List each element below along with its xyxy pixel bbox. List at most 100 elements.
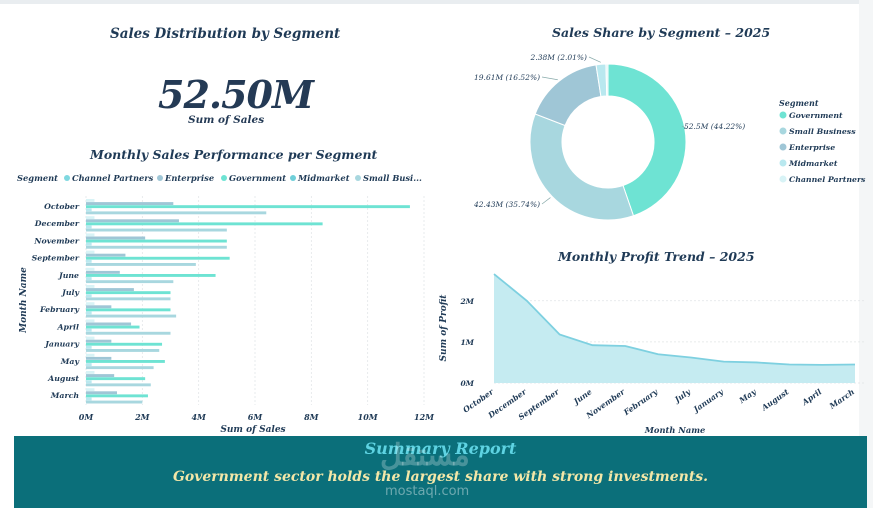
x-tick-label: 0M [79, 412, 95, 422]
legend-title: Segment [17, 173, 58, 183]
bar [86, 377, 146, 381]
bar [86, 239, 227, 243]
x-axis-label: Month Name [644, 425, 706, 435]
bar [86, 225, 92, 229]
sales-share-title: Sales Share by Segment – 2025 [552, 25, 771, 40]
y-tick-label: March [50, 391, 79, 400]
bar [86, 336, 95, 340]
legend-marker [64, 175, 70, 181]
bar [86, 302, 95, 306]
y-tick-label: 2M [459, 297, 474, 306]
bar [86, 253, 126, 257]
legend-label: Channel Partners [72, 173, 154, 183]
y-axis-label: Sum of Profit [439, 294, 449, 362]
x-tick-label: May [737, 387, 758, 406]
summary-panel: Summary Report Government sector holds t… [14, 436, 867, 508]
bar [86, 216, 95, 220]
slice-data-label: 2.38M (2.01%) [530, 53, 588, 62]
x-tick-label: 10M [358, 412, 379, 422]
bar [86, 245, 227, 249]
bar [86, 360, 165, 363]
bar [86, 374, 115, 377]
bar [86, 236, 146, 240]
profit-trend-title: Monthly Profit Trend – 2025 [558, 249, 755, 264]
bar [86, 305, 112, 309]
legend-label: Midmarket [788, 159, 838, 168]
y-tick-label: June [57, 271, 79, 280]
legend-marker [221, 175, 227, 181]
bar [86, 274, 216, 277]
bar [86, 208, 92, 212]
x-tick-label: August [759, 387, 791, 413]
x-tick-label: 2M [134, 412, 151, 422]
y-tick-label: February [39, 305, 79, 314]
monthly-sales-title: Monthly Sales Performance per Segment [90, 147, 378, 162]
summary-title: Summary Report [364, 439, 517, 458]
x-tick-label: June [570, 387, 593, 407]
legend-marker [779, 143, 787, 151]
bar [86, 242, 92, 246]
bar [86, 205, 410, 209]
y-tick-label: May [60, 357, 80, 366]
bar [86, 280, 174, 284]
y-tick-label: April [56, 322, 79, 331]
y-tick-label: November [33, 236, 79, 245]
x-axis-label: Sum of Sales [220, 425, 285, 435]
area-fill [494, 274, 855, 383]
bar [86, 339, 112, 343]
bar [86, 270, 120, 274]
bar [86, 277, 92, 280]
legend-marker [779, 175, 787, 183]
bar [86, 314, 177, 318]
bar [86, 342, 163, 346]
bar [86, 325, 140, 329]
top-border [0, 0, 873, 4]
bar [86, 291, 171, 295]
bar [86, 388, 95, 392]
slice-leader-line [541, 76, 558, 81]
legend-marker [779, 111, 787, 119]
bar [86, 288, 134, 291]
y-tick-label: September [32, 254, 80, 263]
y-tick-label: 1M [460, 338, 474, 347]
bar [86, 267, 95, 271]
y-tick-label: 0M [460, 379, 474, 388]
legend-marker [157, 175, 163, 181]
bar [86, 400, 143, 404]
bar [86, 311, 92, 315]
bar [86, 383, 151, 387]
bar [86, 319, 95, 323]
legend-label: Enterprise [788, 143, 835, 152]
legend-label: Channel Partners [789, 175, 866, 184]
bar [86, 345, 92, 349]
y-tick-label: July [60, 288, 79, 297]
kpi-label: Sum of Sales [188, 114, 265, 126]
bar [86, 356, 112, 360]
slice-data-label: 52.5M (44.22%) [684, 122, 745, 131]
bar [86, 363, 92, 366]
donut-slice [529, 113, 635, 221]
legend-label: Government [789, 111, 843, 120]
bar [86, 331, 171, 335]
bar [86, 349, 160, 352]
bar [86, 297, 171, 301]
y-tick-label: October [44, 202, 80, 211]
summary-text: Government sector holds the largest shar… [172, 469, 709, 485]
bar [86, 199, 95, 202]
y-tick-label: August [47, 374, 79, 383]
bar [86, 366, 154, 370]
x-tick-label: 8M [304, 412, 320, 422]
bar [86, 294, 92, 298]
slice-leader-line [588, 56, 601, 63]
bar [86, 394, 148, 398]
bar [86, 222, 323, 226]
x-tick-label: January [690, 387, 725, 415]
bar [86, 219, 179, 223]
slice-data-label: 19.61M (16.52%) [474, 73, 540, 82]
legend-marker [779, 159, 787, 167]
x-tick-label: March [827, 387, 856, 411]
bar [86, 308, 171, 312]
x-tick-label: 6M [248, 412, 264, 422]
